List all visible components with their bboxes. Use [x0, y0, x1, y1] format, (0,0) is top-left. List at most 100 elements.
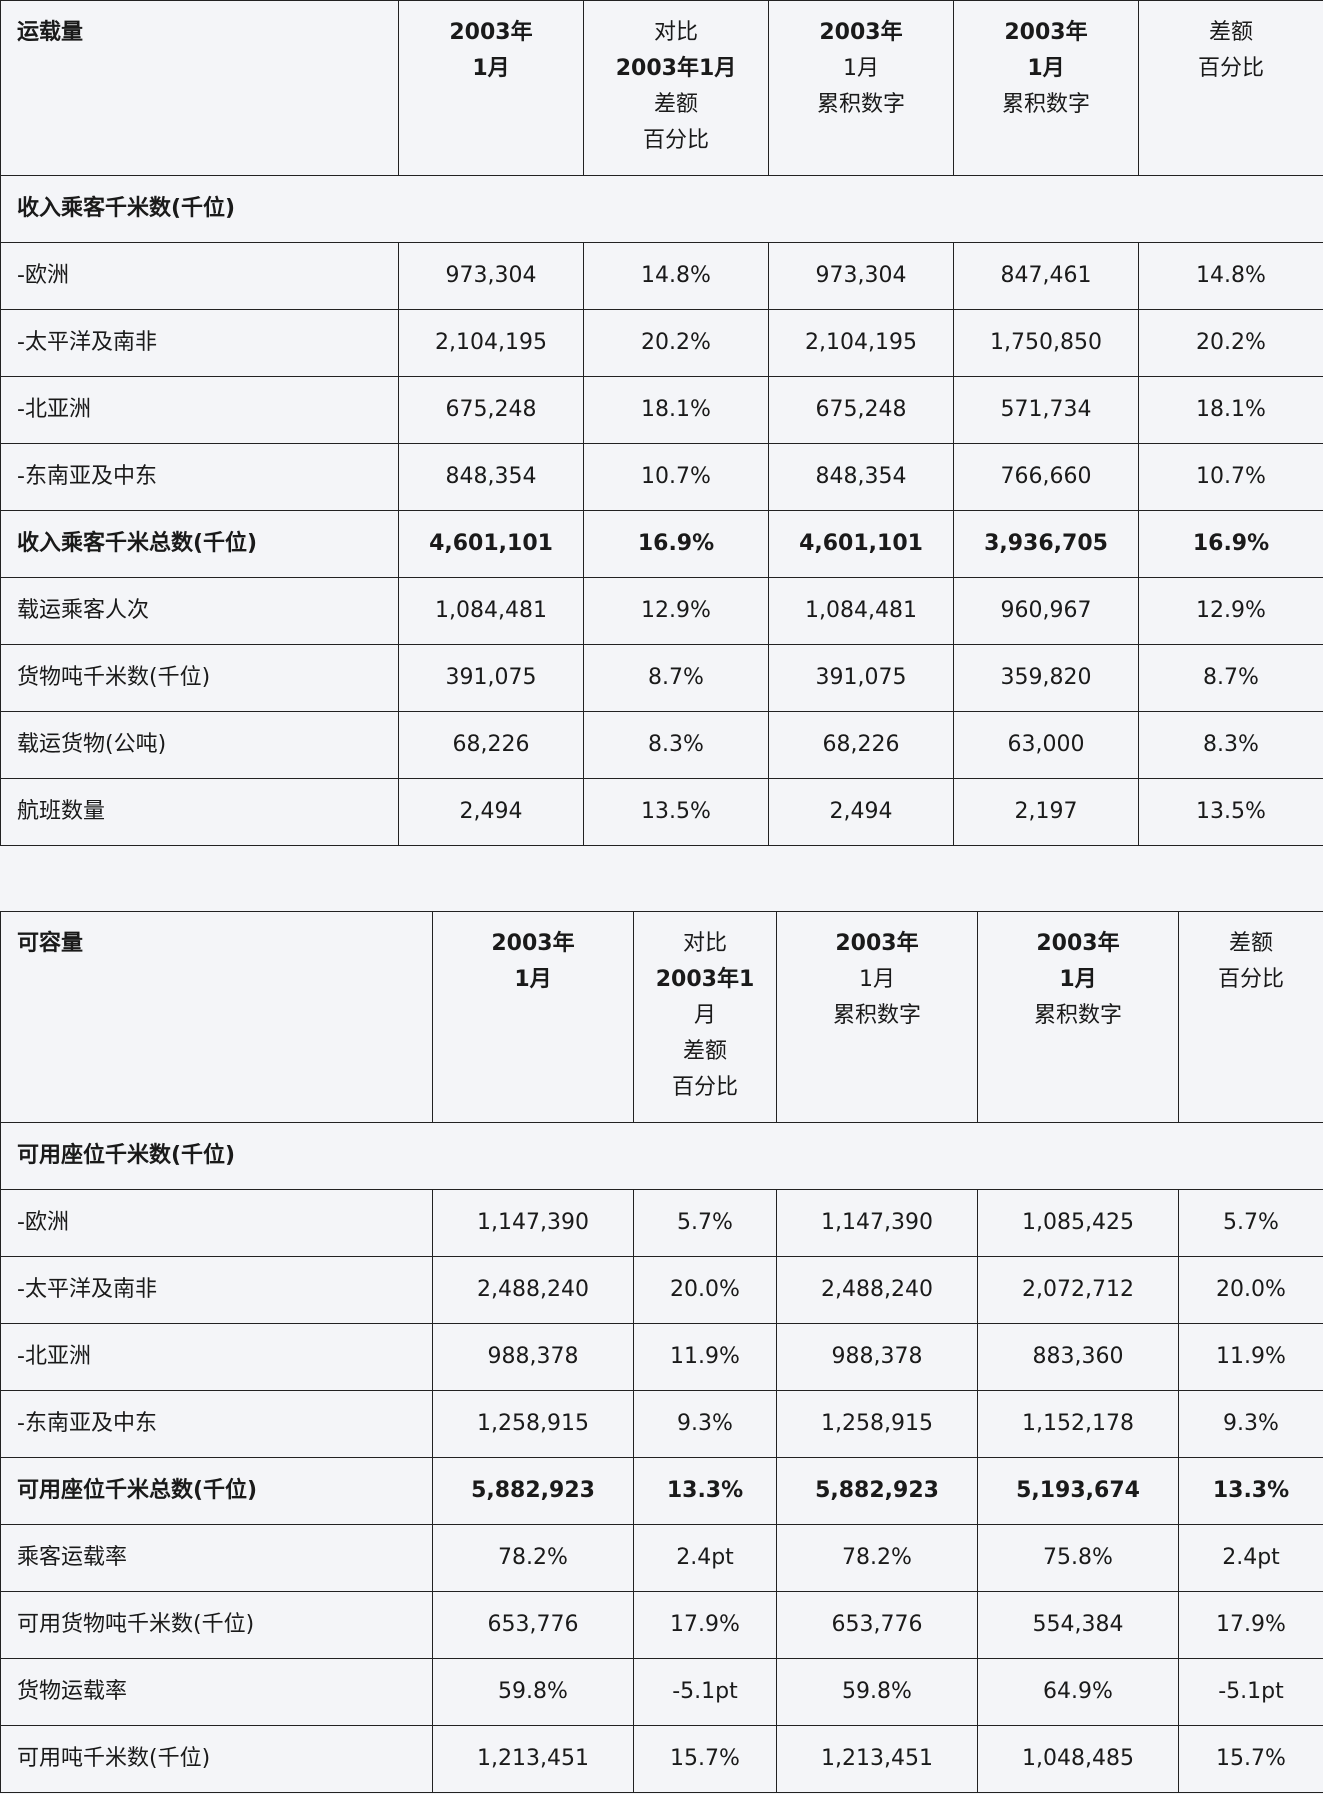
table-row: -欧洲 973,304 14.8% 973,304 847,461 14.8%: [0, 242, 1323, 310]
row-label: -东南亚及中东: [0, 443, 399, 511]
row-label: 可用吨千米数(千位): [0, 1725, 433, 1793]
value-cell: 3,936,705: [953, 510, 1139, 578]
value-cell: 14.8%: [583, 242, 769, 310]
value-cell: 848,354: [398, 443, 584, 511]
row-label: 航班数量: [0, 778, 399, 846]
value-cell: 9.3%: [633, 1390, 777, 1458]
value-cell: 5,193,674: [977, 1457, 1179, 1525]
table-row: -太平洋及南非 2,104,195 20.2% 2,104,195 1,750,850 2…: [0, 309, 1323, 377]
capacity-table: 可容量 2003年 1月 对比 2003年1 月 差额 百分比 2003年 1月…: [0, 911, 1323, 1793]
value-cell: 391,075: [398, 644, 584, 712]
header-line: 2003年: [835, 931, 919, 956]
value-cell: 13.5%: [1138, 778, 1323, 846]
value-cell: -5.1pt: [633, 1658, 777, 1726]
table-row: 收入乘客千米总数(千位) 4,601,101 16.9% 4,601,101 3,936…: [0, 510, 1323, 578]
value-cell: 15.7%: [1178, 1725, 1323, 1793]
header-line: 差额: [653, 92, 698, 117]
capacity-header-cumulative: 2003年 1月 累积数字: [776, 911, 978, 1123]
value-cell: 11.9%: [1178, 1323, 1323, 1391]
header-line: 差额: [1208, 20, 1253, 45]
header-line: 累积数字: [816, 92, 905, 117]
traffic-header-month: 2003年 1月: [398, 0, 584, 176]
value-cell: 554,384: [977, 1591, 1179, 1659]
row-label: 收入乘客千米总数(千位): [0, 510, 399, 578]
value-cell: 988,378: [776, 1323, 978, 1391]
value-cell: 5.7%: [633, 1189, 777, 1257]
row-label: 货物吨千米数(千位): [0, 644, 399, 712]
traffic-header-diff: 差额 百分比: [1138, 0, 1323, 176]
value-cell: 571,734: [953, 376, 1139, 444]
value-cell: 8.7%: [583, 644, 769, 712]
capacity-header-month: 2003年 1月: [432, 911, 634, 1123]
value-cell: 18.1%: [1138, 376, 1323, 444]
value-cell: 11.9%: [633, 1323, 777, 1391]
table-row: -北亚洲 988,378 11.9% 988,378 883,360 11.9%: [0, 1323, 1323, 1391]
header-line: 累积数字: [1033, 1003, 1122, 1028]
table-row: 载运乘客人次 1,084,481 12.9% 1,084,481 960,967 12.9…: [0, 577, 1323, 645]
value-cell: 675,248: [768, 376, 954, 444]
value-cell: 59.8%: [432, 1658, 634, 1726]
row-label: 可用货物吨千米数(千位): [0, 1591, 433, 1659]
value-cell: 2,104,195: [768, 309, 954, 377]
value-cell: 2,072,712: [977, 1256, 1179, 1324]
header-line: 2003年: [449, 20, 533, 45]
value-cell: 1,152,178: [977, 1390, 1179, 1458]
value-cell: 59.8%: [776, 1658, 978, 1726]
value-cell: 1,084,481: [768, 577, 954, 645]
table-row: 货物吨千米数(千位) 391,075 8.7% 391,075 359,820 8.7%: [0, 644, 1323, 712]
value-cell: -5.1pt: [1178, 1658, 1323, 1726]
header-line: 2003年1: [655, 967, 755, 992]
value-cell: 847,461: [953, 242, 1139, 310]
row-label: -欧洲: [0, 1189, 433, 1257]
header-line: 2003年: [491, 931, 575, 956]
table-row: -太平洋及南非 2,488,240 20.0% 2,488,240 2,072,712 2…: [0, 1256, 1323, 1324]
header-line: 1月: [514, 967, 552, 992]
table-row: -东南亚及中东 848,354 10.7% 848,354 766,660 10.7%: [0, 443, 1323, 511]
value-cell: 63,000: [953, 711, 1139, 779]
row-label: 货物运载率: [0, 1658, 433, 1726]
header-line: 2003年: [1004, 20, 1088, 45]
table-row: 航班数量 2,494 13.5% 2,494 2,197 13.5%: [0, 778, 1323, 846]
value-cell: 15.7%: [633, 1725, 777, 1793]
value-cell: 5,882,923: [432, 1457, 634, 1525]
header-line: 1月: [472, 56, 510, 81]
header-line: 2003年: [1036, 931, 1120, 956]
value-cell: 973,304: [398, 242, 584, 310]
value-cell: 2.4pt: [1178, 1524, 1323, 1592]
capacity-header-compare: 对比 2003年1 月 差额 百分比: [633, 911, 777, 1123]
value-cell: 1,147,390: [432, 1189, 634, 1257]
table-row: 可用座位千米总数(千位) 5,882,923 13.3% 5,882,923 5,193…: [0, 1457, 1323, 1525]
row-label: -北亚洲: [0, 376, 399, 444]
table-row: -北亚洲 675,248 18.1% 675,248 571,734 18.1%: [0, 376, 1323, 444]
value-cell: 4,601,101: [398, 510, 584, 578]
value-cell: 1,213,451: [432, 1725, 634, 1793]
traffic-header-label: 运载量: [0, 0, 399, 176]
row-label: -太平洋及南非: [0, 1256, 433, 1324]
traffic-header-row: 运载量 2003年 1月 对比 2003年1月 差额 百分比 2003年 1月 …: [0, 0, 1323, 176]
header-line: 1月: [859, 967, 895, 992]
row-label: -北亚洲: [0, 1323, 433, 1391]
row-label: -东南亚及中东: [0, 1390, 433, 1458]
capacity-header-label: 可容量: [0, 911, 433, 1123]
value-cell: 391,075: [768, 644, 954, 712]
table-row: 乘客运载率 78.2% 2.4pt 78.2% 75.8% 2.4pt: [0, 1524, 1323, 1592]
value-cell: 960,967: [953, 577, 1139, 645]
header-line: 百分比: [642, 128, 709, 153]
value-cell: 12.9%: [583, 577, 769, 645]
value-cell: 653,776: [432, 1591, 634, 1659]
value-cell: 4,601,101: [768, 510, 954, 578]
value-cell: 14.8%: [1138, 242, 1323, 310]
capacity-header-cumulative-prev: 2003年 1月 累积数字: [977, 911, 1179, 1123]
header-line: 2003年1月: [615, 56, 737, 81]
value-cell: 1,258,915: [432, 1390, 634, 1458]
capacity-header-diff: 差额 百分比: [1178, 911, 1323, 1123]
header-line: 月: [693, 1003, 716, 1028]
row-label: 可用座位千米总数(千位): [0, 1457, 433, 1525]
table-row: 可用吨千米数(千位) 1,213,451 15.7% 1,213,451 1,048,4…: [0, 1725, 1323, 1793]
value-cell: 848,354: [768, 443, 954, 511]
value-cell: 10.7%: [1138, 443, 1323, 511]
value-cell: 5,882,923: [776, 1457, 978, 1525]
table-row: 载运货物(公吨) 68,226 8.3% 68,226 63,000 8.3%: [0, 711, 1323, 779]
header-line: 1月: [1027, 56, 1065, 81]
value-cell: 17.9%: [633, 1591, 777, 1659]
